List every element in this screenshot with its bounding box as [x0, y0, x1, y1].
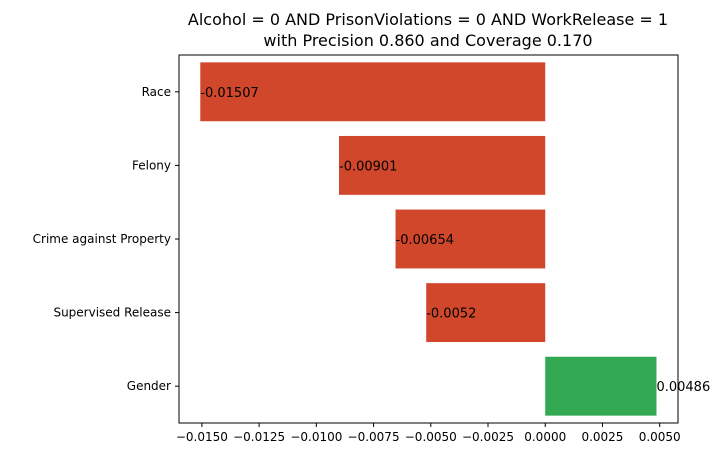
y-tick-label: Crime against Property: [33, 232, 171, 246]
y-tick-label: Felony: [132, 158, 171, 172]
bar: [339, 135, 546, 195]
bar: [395, 209, 546, 269]
y-tick-label: Race: [142, 85, 171, 99]
chart-title-line-2: with Precision 0.860 and Coverage 0.170: [263, 31, 592, 50]
bar: [545, 356, 657, 416]
y-tick-label: Gender: [127, 379, 171, 393]
x-tick-label: 0.0050: [639, 430, 681, 444]
x-tick-label: −0.0125: [233, 430, 285, 444]
ticks-layer: [175, 91, 661, 427]
data-label: -0.00654: [396, 233, 454, 248]
x-tick-label: −0.0025: [462, 430, 514, 444]
data-label: 0.00486: [656, 380, 710, 395]
labels-layer: Race -0.01507 Felony -0.00901 Crime against …: [33, 85, 711, 444]
y-tick-label: Supervised Release: [53, 306, 171, 320]
data-label: -0.0052: [426, 307, 476, 322]
x-tick-label: −0.0150: [176, 430, 228, 444]
x-tick-label: −0.0050: [405, 430, 457, 444]
chart-title-line-1: Alcohol = 0 AND PrisonViolations = 0 AND…: [188, 10, 668, 29]
bar: [426, 283, 546, 343]
x-tick-label: −0.0100: [290, 430, 342, 444]
data-label: -0.01507: [200, 86, 258, 101]
data-label: -0.00901: [339, 159, 397, 174]
bar: [200, 62, 546, 122]
bars-layer: [200, 62, 657, 416]
x-tick-label: 0.0025: [581, 430, 623, 444]
x-tick-label: 0.0000: [524, 430, 566, 444]
x-tick-label: −0.0075: [348, 430, 400, 444]
